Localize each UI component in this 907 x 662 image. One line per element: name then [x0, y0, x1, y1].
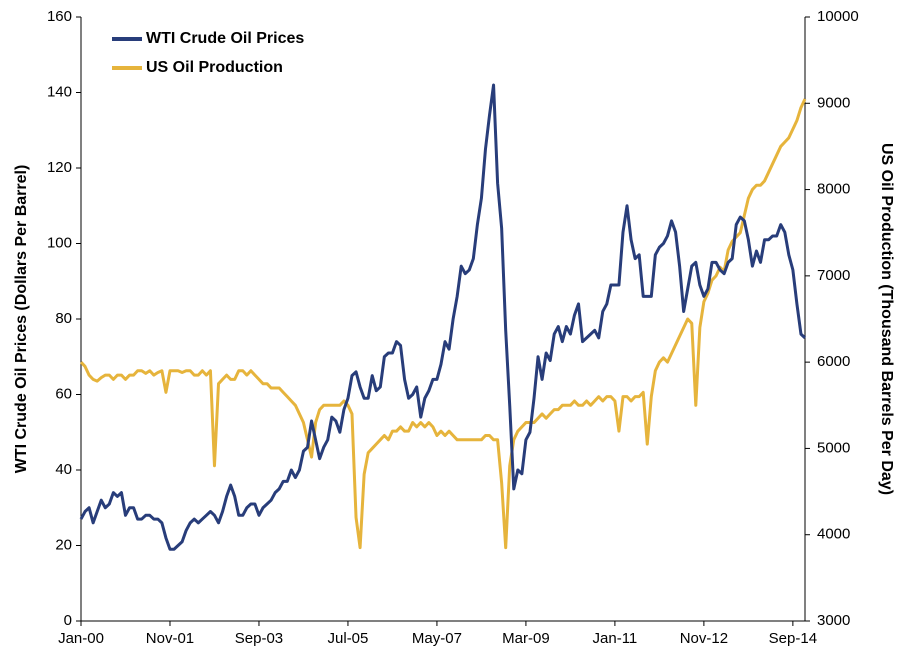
y-tick-label: 40 [55, 461, 72, 478]
y2-tick-label: 10000 [817, 8, 859, 25]
y-tick-label: 100 [47, 234, 72, 251]
legend-label: US Oil Production [146, 59, 283, 76]
y-tick-label: 140 [47, 83, 72, 100]
y-tick-label: 20 [55, 536, 72, 553]
x-tick-label: Mar-09 [502, 630, 550, 647]
data-line [79, 83, 807, 551]
legend-label: WTI Crude Oil Prices [146, 30, 304, 47]
x-tick-label: Jan-11 [593, 630, 638, 647]
x-tick-label: May-07 [412, 630, 462, 647]
y2-tick-label: 6000 [817, 353, 850, 370]
y-axis-title: WTI Crude Oil Prices (Dollars Per Barrel… [13, 165, 30, 474]
x-tick-label: Nov-01 [146, 630, 194, 647]
y2-tick-label: 3000 [817, 612, 850, 629]
y-tick-label: 0 [64, 612, 72, 629]
y-tick-label: 80 [55, 310, 72, 327]
x-tick-label: Sep-14 [769, 630, 817, 647]
y2-tick-label: 5000 [817, 439, 850, 456]
y2-axis-title: US Oil Production (Thousand Barrels Per … [878, 143, 895, 495]
x-tick-label: Sep-03 [235, 630, 283, 647]
y-tick-label: 120 [47, 159, 72, 176]
y2-tick-label: 7000 [817, 267, 850, 284]
y2-tick-label: 9000 [817, 94, 850, 111]
y-tick-label: 160 [47, 8, 72, 25]
y2-tick-label: 4000 [817, 526, 850, 543]
y-tick-label: 60 [55, 385, 72, 402]
data-line [79, 98, 807, 550]
x-tick-label: Nov-12 [680, 630, 728, 647]
x-tick-label: Jan-00 [58, 630, 104, 647]
x-tick-label: Jul-05 [328, 630, 369, 647]
y2-tick-label: 8000 [817, 181, 850, 198]
